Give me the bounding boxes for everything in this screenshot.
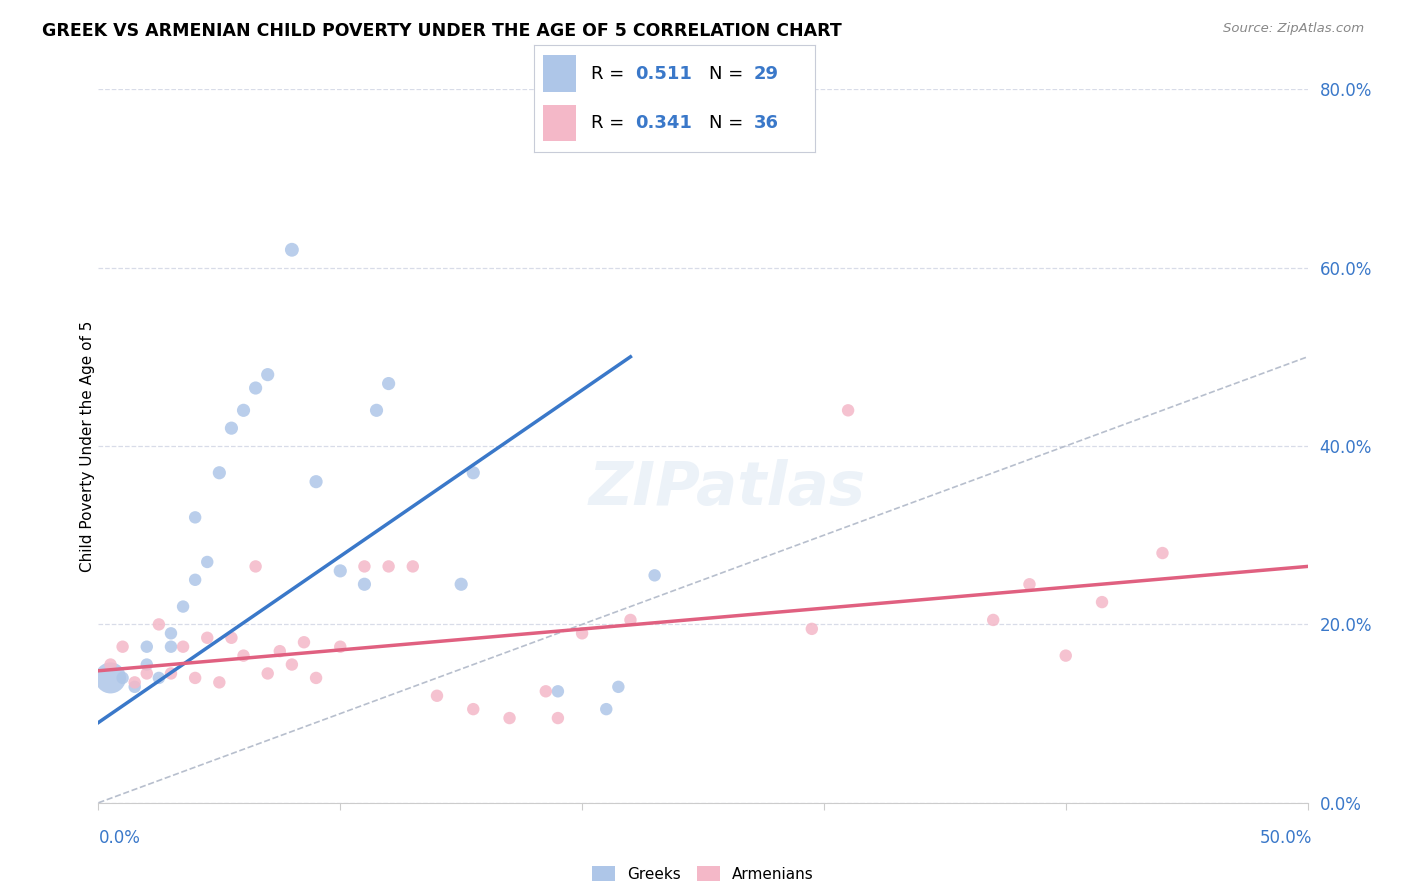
Point <box>135 657 157 672</box>
Point <box>837 403 859 417</box>
Point <box>172 640 194 654</box>
Point <box>148 671 170 685</box>
Point <box>353 577 375 591</box>
Bar <box>543 104 576 141</box>
Point <box>221 631 243 645</box>
Point <box>195 555 218 569</box>
Point <box>463 466 485 480</box>
Point <box>305 671 328 685</box>
Point <box>184 510 207 524</box>
Point <box>292 635 315 649</box>
Point <box>619 613 641 627</box>
Text: 0.511: 0.511 <box>636 64 692 82</box>
Point <box>100 657 122 672</box>
Point <box>377 376 399 391</box>
Text: 36: 36 <box>754 114 779 132</box>
Point <box>426 689 449 703</box>
Y-axis label: Child Poverty Under the Age of 5: Child Poverty Under the Age of 5 <box>80 320 94 572</box>
Point <box>1091 595 1114 609</box>
Point <box>450 577 472 591</box>
Point <box>281 657 304 672</box>
Point <box>1018 577 1040 591</box>
Point <box>111 640 134 654</box>
Point <box>221 421 243 435</box>
Point <box>800 622 823 636</box>
Point <box>195 631 218 645</box>
Point <box>111 671 134 685</box>
Point <box>135 666 157 681</box>
Text: 0.341: 0.341 <box>636 114 692 132</box>
Point <box>353 559 375 574</box>
Point <box>607 680 630 694</box>
Point <box>232 403 254 417</box>
Text: 50.0%: 50.0% <box>1260 829 1312 847</box>
Point <box>245 559 267 574</box>
Point <box>329 564 352 578</box>
Point <box>135 640 157 654</box>
Point <box>644 568 666 582</box>
Point <box>281 243 304 257</box>
Point <box>534 684 557 698</box>
Text: N =: N = <box>709 114 742 132</box>
Text: N =: N = <box>709 64 742 82</box>
Point <box>160 666 183 681</box>
Point <box>160 626 183 640</box>
Legend: Greeks, Armenians: Greeks, Armenians <box>586 860 820 888</box>
Point <box>1054 648 1077 663</box>
Point <box>256 666 278 681</box>
Point <box>184 573 207 587</box>
Point <box>498 711 520 725</box>
Point <box>256 368 278 382</box>
Text: GREEK VS ARMENIAN CHILD POVERTY UNDER THE AGE OF 5 CORRELATION CHART: GREEK VS ARMENIAN CHILD POVERTY UNDER TH… <box>42 22 842 40</box>
Point <box>366 403 388 417</box>
Text: R =: R = <box>591 114 624 132</box>
Point <box>208 675 231 690</box>
Point <box>160 640 183 654</box>
Point <box>305 475 328 489</box>
Point <box>571 626 593 640</box>
Point <box>172 599 194 614</box>
Point <box>463 702 485 716</box>
Text: R =: R = <box>591 64 624 82</box>
Point <box>547 711 569 725</box>
Point <box>100 671 122 685</box>
Point <box>184 671 207 685</box>
Point <box>148 617 170 632</box>
Point <box>595 702 617 716</box>
Point <box>269 644 291 658</box>
Text: 29: 29 <box>754 64 779 82</box>
Point <box>232 648 254 663</box>
Text: Source: ZipAtlas.com: Source: ZipAtlas.com <box>1223 22 1364 36</box>
Bar <box>543 55 576 92</box>
Point <box>245 381 267 395</box>
Point <box>329 640 352 654</box>
Text: ZIPatlas: ZIPatlas <box>589 459 866 518</box>
Point <box>981 613 1004 627</box>
Point <box>1152 546 1174 560</box>
Point <box>124 680 146 694</box>
Point <box>377 559 399 574</box>
Point <box>547 684 569 698</box>
Text: 0.0%: 0.0% <box>98 829 141 847</box>
Point <box>208 466 231 480</box>
Point <box>124 675 146 690</box>
Point <box>402 559 425 574</box>
